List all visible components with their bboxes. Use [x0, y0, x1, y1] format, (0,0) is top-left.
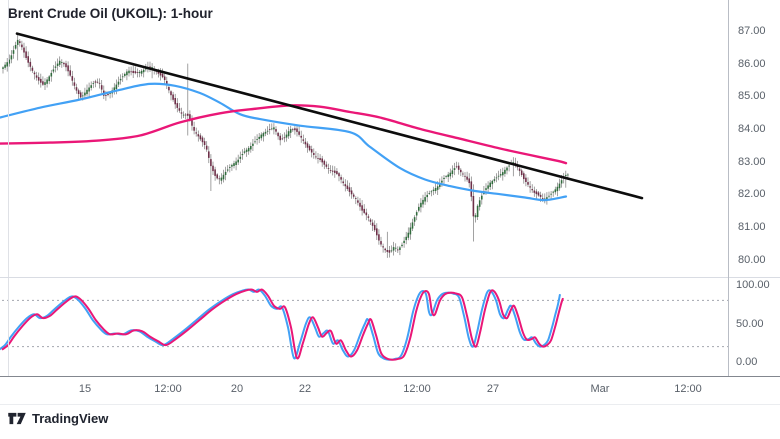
stoch-axis-label: 0.00 — [736, 356, 758, 368]
price-axis-label: 86.00 — [738, 58, 766, 70]
descending-trendline[interactable] — [15, 32, 644, 200]
price-axis-label: 81.00 — [738, 221, 766, 233]
price-axis-label: 85.00 — [738, 90, 766, 102]
session-gridline — [8, 0, 9, 376]
time-axis-label: 20 — [230, 383, 244, 395]
time-axis-label: 27 — [486, 383, 500, 395]
sma-fast-blue-line[interactable] — [0, 82, 568, 202]
time-axis-label: 12:00 — [674, 383, 702, 395]
price-axis-label: 80.00 — [738, 254, 766, 266]
price-axis[interactable]: 87.00 86.00 85.00 84.00 83.00 82.00 81.00 80.00 — [736, 0, 780, 376]
stoch-d-pink-line[interactable] — [1, 288, 564, 361]
time-axis-label: 12:00 — [403, 383, 431, 395]
tradingview-logo[interactable]: TradingView — [7, 411, 108, 426]
time-axis-label: 22 — [298, 383, 312, 395]
stoch-axis-label: 100.00 — [736, 279, 770, 291]
sma-slow-pink-line[interactable] — [0, 104, 568, 165]
price-axis-label: 83.00 — [738, 156, 766, 168]
chart-title: Brent Crude Oil (UKOIL): 1-hour — [8, 6, 213, 21]
tradingview-icon — [8, 412, 26, 425]
chart-canvas[interactable] — [0, 0, 780, 404]
price-axis-label: 87.00 — [738, 25, 766, 37]
tradingview-wordmark: TradingView — [32, 411, 109, 426]
price-axis-border — [728, 0, 729, 377]
panel-separator[interactable] — [0, 277, 780, 278]
time-axis-label: 15 — [78, 383, 92, 395]
stoch-axis-label: 50.00 — [736, 318, 764, 330]
time-axis-border — [0, 376, 780, 377]
price-axis-label: 84.00 — [738, 123, 766, 135]
price-panel[interactable] — [0, 32, 644, 258]
price-axis-label: 82.00 — [738, 188, 766, 200]
stochastic-panel[interactable] — [0, 288, 728, 361]
time-axis-label: 12:00 — [154, 383, 182, 395]
time-axis[interactable]: 15 12:00 20 22 12:00 27 Mar 12:00 — [0, 377, 728, 401]
candle-bodies — [2, 39, 569, 253]
widget-bottom-border — [0, 404, 780, 405]
time-axis-label: Mar — [590, 383, 610, 395]
